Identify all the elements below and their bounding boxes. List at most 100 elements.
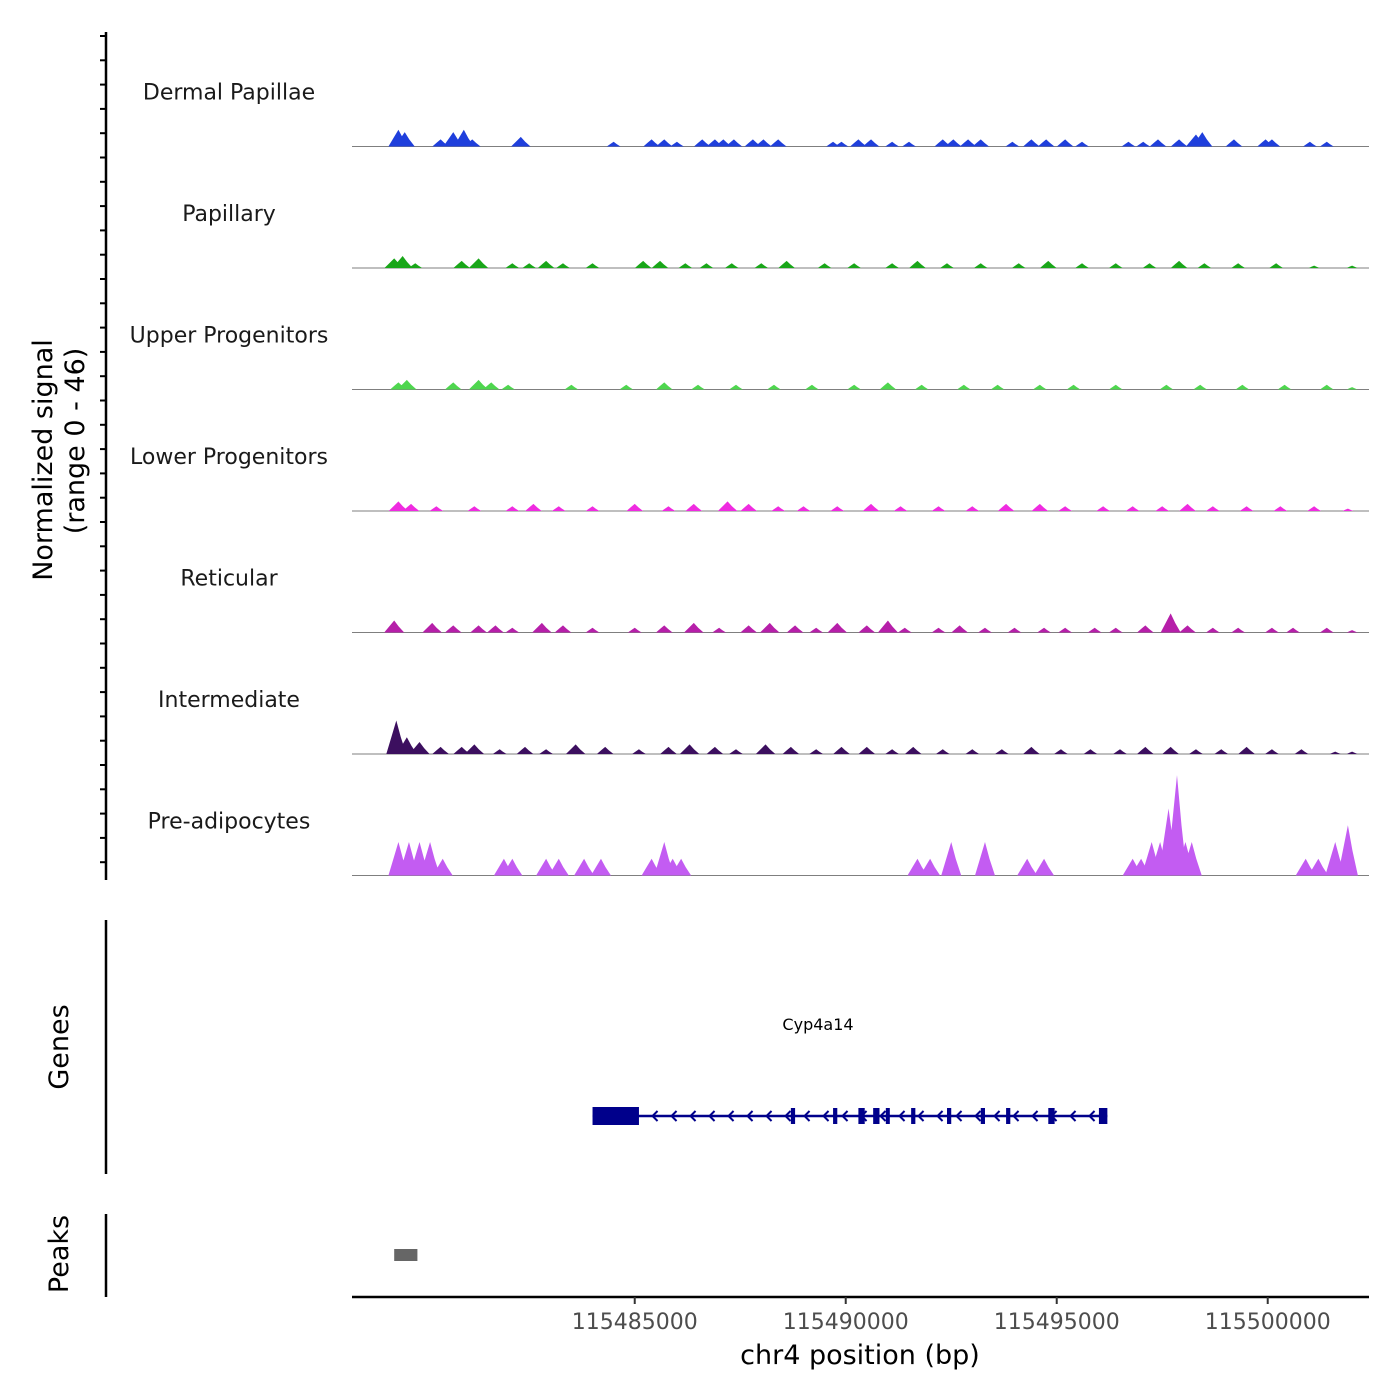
coverage-peak (965, 506, 980, 511)
coverage-peak (1346, 751, 1358, 754)
coverage-peak (941, 842, 962, 876)
gene-strand-arrow (746, 1110, 754, 1122)
coverage-peak (1023, 746, 1040, 754)
gene-strand-arrow (822, 1110, 830, 1122)
coverage-peak (1346, 387, 1358, 390)
coverage-peak (973, 263, 988, 268)
track-papillary: Papillary (182, 202, 1369, 269)
coverage-peak (388, 501, 409, 511)
coverage-peak (619, 384, 634, 390)
coverage-peak (505, 506, 520, 511)
coverage-peak (972, 139, 990, 147)
gene-strand-arrow (670, 1110, 678, 1122)
track-label: Intermediate (158, 688, 300, 713)
coverage-peak (1108, 384, 1123, 390)
coverage-peak (1137, 625, 1154, 633)
coverage-peak (632, 749, 646, 754)
coverage-peak (626, 503, 644, 511)
coverage-peak (634, 260, 652, 268)
x-axis-ticks: 115485000 115490000 115495000 115500000 (572, 1297, 1331, 1335)
gene-exon (1098, 1108, 1108, 1124)
coverage-peak (931, 627, 946, 633)
coverage-peak (1205, 627, 1220, 633)
gene-exon (592, 1107, 639, 1125)
coverage-peak (858, 746, 876, 754)
coverage-peak (771, 506, 786, 511)
coverage-peak (833, 746, 850, 754)
coverage-peak (834, 141, 849, 147)
coverage-peak (1337, 825, 1358, 876)
coverage-peak (606, 141, 621, 147)
coverage-peak (931, 506, 946, 511)
coverage-peak (444, 382, 462, 390)
coverage-peak (516, 746, 534, 754)
coverage-peak (1160, 613, 1181, 633)
track-upper-progenitors: Upper Progenitors (130, 324, 1369, 390)
coverage-peak (502, 858, 523, 876)
coverage-peak (1214, 749, 1229, 754)
gene-model (592, 1107, 1108, 1125)
coverage-peak (1235, 384, 1250, 390)
gene-strand-arrow (651, 1110, 659, 1122)
coverage-peak (511, 136, 531, 147)
coverage-peak (755, 744, 776, 754)
coverage-peak (1155, 506, 1170, 511)
coverage-peak (482, 382, 500, 390)
coverage-peak (1056, 139, 1074, 147)
peaks-panel: Peaks (44, 1214, 418, 1297)
gene-strand-arrow (898, 1110, 906, 1122)
coverage-peak (468, 258, 489, 268)
coverage-peak (755, 139, 772, 147)
coverage-peak (914, 384, 929, 390)
coverage-peak (1308, 858, 1329, 876)
coverage-peak (940, 263, 954, 268)
coverage-peak (453, 260, 471, 268)
coverage-peak (715, 139, 732, 147)
coverage-peak (904, 746, 922, 754)
coverage-peak (585, 263, 600, 268)
coverage-peak (397, 379, 417, 390)
coverage-peak (997, 503, 1015, 511)
coverage-peak (909, 260, 926, 268)
coverage-peak (1308, 265, 1320, 268)
coverage-peak (885, 141, 900, 147)
coverage-peak (1181, 842, 1202, 876)
x-tick-label: 115490000 (783, 1310, 909, 1335)
coverage-peak (539, 749, 553, 754)
peak-region (394, 1249, 418, 1261)
coverage-peak (1166, 775, 1187, 876)
coverage-peak (464, 744, 485, 754)
coverage-peak (1125, 506, 1140, 511)
gene-exon (858, 1108, 865, 1124)
coverage-peak (505, 627, 520, 633)
coverage-peak (432, 858, 453, 876)
coverage-peak (1005, 141, 1020, 147)
coverage-peak (744, 139, 762, 147)
x-axis-title: chr4 position (bp) (740, 1340, 980, 1371)
coverage-peak (1303, 141, 1317, 147)
gene-strand-arrow (803, 1110, 811, 1122)
coverage-peak (1277, 384, 1292, 390)
coverage-peak (879, 382, 897, 390)
coverage-peak (1037, 139, 1055, 147)
coverage-peak (847, 263, 862, 268)
coverage-peak (1136, 141, 1151, 147)
gene-strand-arrow (993, 1110, 1001, 1122)
coverage-peak (935, 749, 950, 754)
coverage-peak (1087, 627, 1102, 633)
coverage-peak (585, 627, 600, 633)
coverage-peak (850, 139, 867, 147)
gene-strand-arrow (1069, 1110, 1077, 1122)
gene-strand-arrow (708, 1110, 716, 1122)
y-axis-title-line2: (range 0 - 46) (60, 348, 91, 535)
coverage-peak (651, 260, 669, 268)
coverage-peak (1346, 630, 1358, 633)
coverage-peak (1108, 263, 1123, 268)
coverage-peak (724, 263, 739, 268)
track-lower-progenitors: Lower Progenitors (130, 445, 1369, 512)
gene-exon (790, 1108, 796, 1124)
coverage-peak (408, 263, 423, 268)
track-pre-adipocytes: Pre-adipocytes (148, 775, 1369, 876)
coverage-peak (1265, 627, 1279, 633)
